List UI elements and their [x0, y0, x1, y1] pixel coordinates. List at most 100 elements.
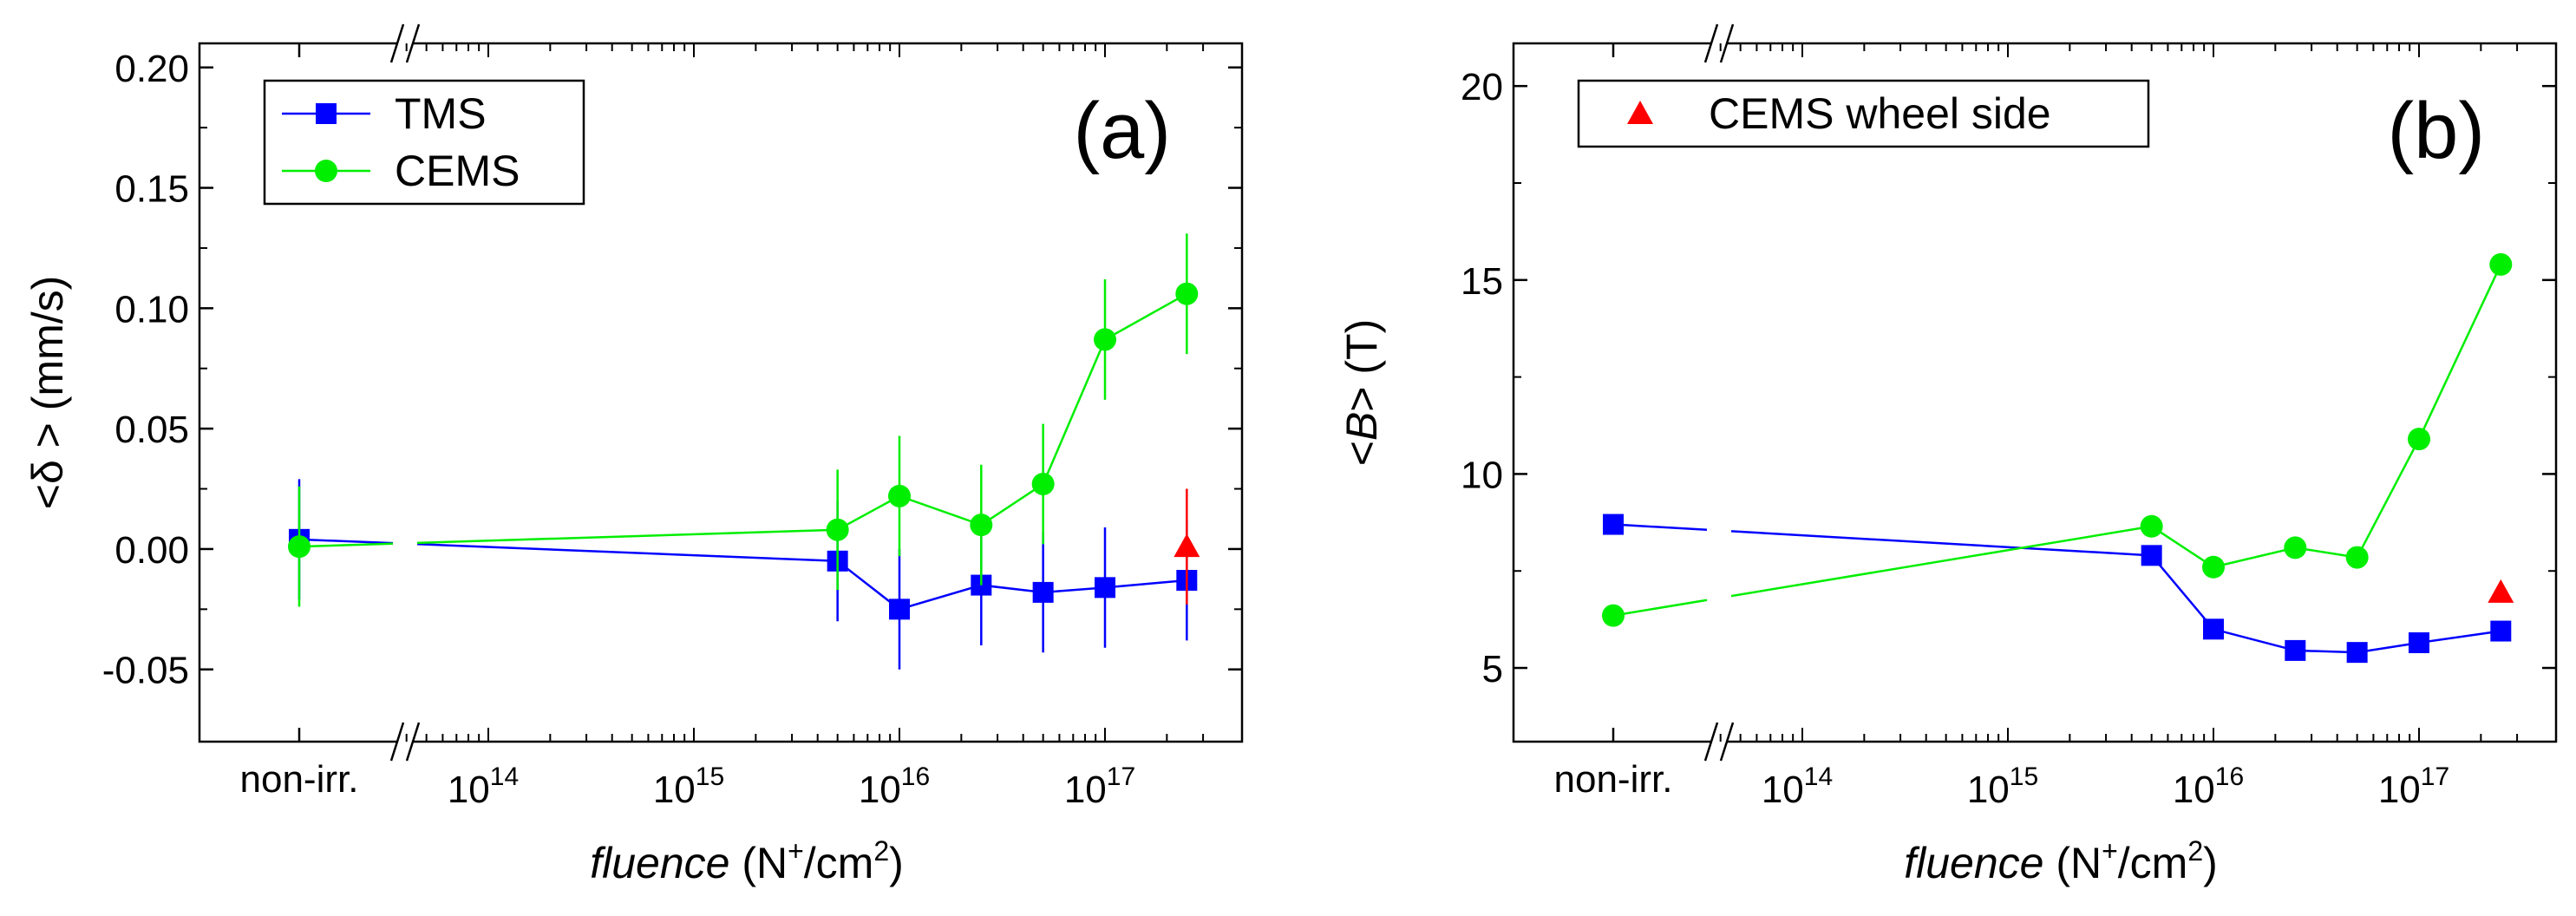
legend-box: [263, 79, 585, 206]
axis-break-gap: [397, 38, 413, 49]
series-line-segment: [298, 542, 394, 548]
data-point: [2203, 618, 2224, 640]
x-tick-label: 1017: [2378, 762, 2449, 811]
plot-frame: [1512, 42, 2558, 743]
series-tms: [1603, 514, 2512, 664]
axis-break-top: [389, 23, 421, 63]
series-line-segment: [1612, 599, 1708, 617]
axis-break-bottom: [1703, 722, 1735, 762]
x-tick-exponent: 17: [1107, 762, 1135, 791]
y-tick-label: 0.20: [114, 48, 189, 90]
axis-break-bottom: [389, 722, 421, 762]
legend: TMS CEMS: [263, 79, 585, 206]
x-tick-label: 1015: [653, 762, 724, 811]
data-point: [2490, 620, 2512, 642]
x-category-label: non-irr.: [240, 758, 359, 801]
x-axis-title-italic: fluence: [1904, 839, 2043, 887]
axis-break-gap: [397, 736, 413, 747]
x-tick-base: 10: [448, 769, 490, 811]
axis-break-slash: [1719, 23, 1735, 63]
y-axis-title-italic: B: [1337, 412, 1386, 441]
data-point: [1175, 282, 1199, 305]
series-line: [837, 292, 1187, 531]
x-axis-title-part: (N: [729, 839, 788, 887]
data-point: [2140, 514, 2163, 538]
x-tick-label: 1014: [448, 762, 519, 811]
series-line-segment: [416, 543, 838, 563]
x-tick-label: 1014: [1762, 762, 1833, 811]
axis-break-slash: [405, 722, 421, 762]
x-tick-label: 1016: [859, 762, 930, 811]
x-tick-exponent: 15: [2010, 762, 2038, 791]
x-tick-exponent: 16: [901, 762, 930, 791]
y-axis-title: <B> (T): [1337, 319, 1386, 467]
data-point: [1174, 533, 1200, 558]
x-axis-title-sup: 2: [873, 835, 889, 867]
axis-break-slash: [389, 23, 405, 63]
x-axis-title-sup: +: [788, 835, 804, 867]
series-line-segment: [298, 538, 394, 545]
x-tick-base: 10: [653, 769, 696, 811]
series-cems-wheel-side: [2488, 579, 2514, 603]
data-point: [2202, 555, 2225, 579]
data-point: [1095, 577, 1115, 599]
data-point: [1031, 472, 1055, 495]
x-tick-base: 10: [1762, 769, 1804, 811]
x-axis-title: fluence (N+/cm2): [1904, 835, 2218, 887]
series-line: [2150, 554, 2501, 654]
x-tick-exponent: 15: [696, 762, 724, 791]
x-axis-title-part: (N: [2043, 839, 2102, 887]
axis-break-slash: [1703, 23, 1719, 63]
x-category-label: non-irr.: [1554, 758, 1673, 801]
y-tick-label: 10: [1461, 454, 1503, 496]
series-cems: [1602, 252, 2513, 627]
x-axis-title-italic: fluence: [590, 839, 729, 887]
x-axis-title-part: ): [889, 839, 904, 887]
axis-break-slash: [1703, 722, 1719, 762]
y-tick-label: 5: [1482, 648, 1503, 690]
x-tick-base: 10: [2173, 769, 2215, 811]
y-axis-title-part: <: [1337, 441, 1386, 466]
data-point: [2345, 546, 2369, 569]
y-tick-label: 20: [1461, 66, 1503, 108]
data-point: [2488, 579, 2514, 603]
y-tick-label: -0.05: [102, 650, 189, 692]
data-point: [2408, 428, 2430, 451]
axis-break-slash: [1719, 722, 1735, 762]
x-tick-label: 1015: [1967, 762, 2038, 811]
legend-marker: [315, 160, 337, 182]
series-cems-wheel-side: [1174, 488, 1200, 605]
series-line-segment: [1730, 525, 2152, 598]
x-tick-exponent: 14: [1804, 762, 1833, 791]
x-tick-exponent: 16: [2215, 762, 2244, 791]
legend-label: CEMS: [395, 147, 520, 195]
series-line-segment: [416, 528, 838, 545]
axis-break-gap: [1711, 736, 1727, 747]
axis-break-gap: [1711, 38, 1727, 49]
data-point: [2489, 252, 2513, 276]
x-axis-title-part: ): [2203, 839, 2218, 887]
x-axis-title-part: /cm: [2118, 839, 2188, 887]
x-tick-base: 10: [859, 769, 901, 811]
y-tick-label: 0.15: [114, 168, 189, 211]
data-point: [826, 518, 849, 541]
series-tms: [289, 479, 1198, 670]
data-point: [2285, 639, 2306, 661]
data-point: [2409, 631, 2429, 653]
x-axis-title-part: /cm: [804, 839, 874, 887]
panel-label: (b): [2388, 87, 2485, 175]
x-tick-label: 1016: [2173, 762, 2244, 811]
data-point: [889, 599, 910, 620]
x-axis-title: fluence (N+/cm2): [590, 835, 904, 887]
data-point: [970, 514, 993, 537]
data-point: [2346, 642, 2368, 664]
x-tick-exponent: 14: [490, 762, 519, 791]
x-tick-label: 1017: [1064, 762, 1135, 811]
plot-frame: [198, 42, 1244, 743]
x-tick-base: 10: [2378, 769, 2421, 811]
y-tick-label: 0.05: [114, 409, 189, 451]
y-axis-title-part: > (T): [1337, 319, 1386, 412]
